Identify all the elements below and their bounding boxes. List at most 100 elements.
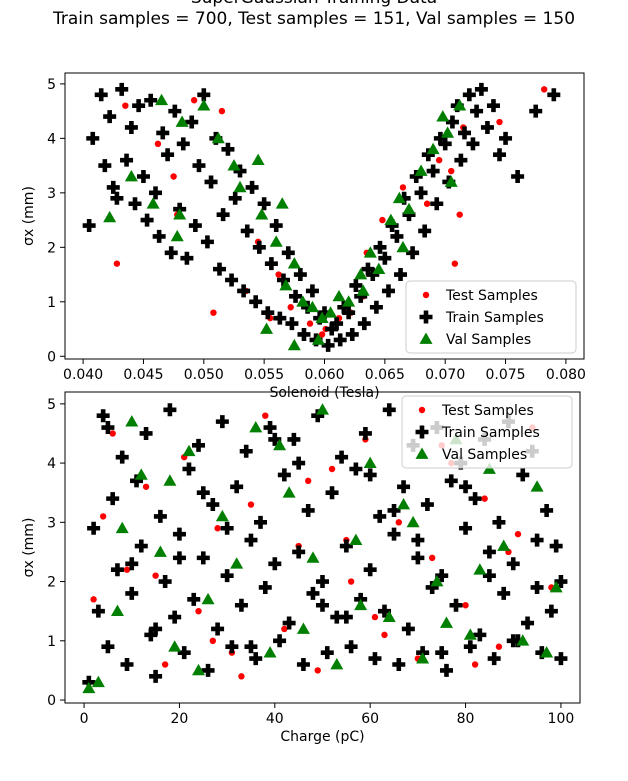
train-point [172, 527, 186, 541]
train-point [204, 175, 218, 189]
val-point [211, 131, 225, 144]
test-point [214, 525, 221, 532]
train-point [110, 191, 124, 205]
train-point [120, 657, 134, 671]
val-point [153, 545, 167, 557]
test-point [471, 661, 479, 668]
val-point [356, 284, 370, 296]
train-point [237, 284, 251, 298]
train-point [136, 170, 150, 184]
val-point [110, 604, 124, 617]
x-tick-label: 0.060 [304, 367, 344, 383]
train-point [257, 197, 271, 211]
val-point [170, 229, 184, 242]
test-point [379, 216, 386, 224]
train-point [292, 456, 306, 470]
test-point [161, 661, 169, 668]
train-point [134, 539, 148, 553]
test-point [195, 607, 202, 615]
val-point [273, 438, 287, 451]
train-point [96, 409, 110, 423]
val-point [251, 153, 265, 166]
train-point [149, 669, 163, 683]
train-point [366, 268, 380, 282]
train-point [382, 403, 396, 417]
x-tick-label: 40 [266, 711, 284, 727]
val-point [296, 295, 310, 307]
test-point [399, 184, 407, 191]
train-point [458, 126, 472, 140]
axes-frame [64, 391, 581, 704]
test-point [448, 167, 455, 175]
y-tick-label: 2 [47, 575, 56, 591]
train-point [221, 142, 235, 156]
y-tick-label: 4 [47, 131, 56, 147]
x-tick-label: 0.045 [123, 367, 163, 383]
legend-marker [419, 332, 433, 344]
train-point [164, 246, 178, 260]
test-point [451, 260, 459, 267]
series-val-samples [103, 93, 467, 351]
train-point [101, 640, 115, 654]
legend-marker [418, 406, 426, 414]
train-point [228, 191, 242, 205]
train-point [132, 99, 146, 113]
train-point [144, 628, 158, 642]
train-point [414, 186, 428, 200]
legend: Test Samples Train Samples Val Samples [405, 280, 577, 354]
y-tick-label: 4 [47, 456, 56, 472]
train-point [225, 273, 239, 287]
train-point [497, 586, 511, 600]
test-point [218, 107, 226, 115]
val-point [91, 675, 105, 688]
train-point [258, 580, 272, 594]
train-point [261, 306, 275, 320]
train-point [445, 115, 459, 129]
test-point [435, 156, 443, 164]
train-point [358, 426, 372, 440]
train-point [233, 164, 247, 178]
train-point [197, 88, 211, 102]
test-point [262, 412, 269, 419]
y-tick-label: 3 [47, 186, 56, 202]
val-point [426, 142, 440, 155]
train-point [333, 333, 347, 347]
train-point [378, 251, 392, 265]
test-point [142, 483, 150, 490]
train-point [554, 575, 568, 589]
train-point [529, 104, 543, 118]
train-point [438, 137, 452, 151]
val-point [444, 175, 458, 187]
train-point [459, 480, 473, 494]
val-point [372, 262, 386, 274]
train-point [252, 240, 266, 254]
train-point [144, 93, 158, 107]
train-point [339, 610, 353, 624]
y-axis-label: σx (mm) [21, 518, 37, 578]
val-point [192, 663, 206, 676]
legend-label: Val Samples [446, 332, 531, 348]
train-point [124, 120, 138, 134]
x-tick-label: 0 [80, 711, 89, 727]
train-point [212, 262, 226, 276]
train-point [444, 474, 458, 488]
test-point [90, 596, 97, 603]
x-tick-label: 0.080 [546, 367, 586, 383]
test-point [210, 309, 217, 316]
train-point [201, 663, 215, 677]
train-point [325, 322, 339, 336]
x-tick-label: 0.050 [184, 367, 224, 383]
val-point [414, 164, 428, 176]
y-tick-label: 0 [47, 349, 56, 365]
val-point [201, 592, 215, 605]
train-point [177, 646, 191, 660]
train-point [339, 539, 353, 553]
train-point [349, 462, 363, 476]
train-point [306, 586, 320, 600]
series-val-samples [82, 403, 563, 694]
legend-label: Val Samples [442, 447, 527, 463]
train-point [335, 450, 349, 464]
train-point [245, 180, 259, 194]
test-point [540, 86, 548, 93]
figure-title: SuperGaussian Training Data [0, 0, 628, 8]
